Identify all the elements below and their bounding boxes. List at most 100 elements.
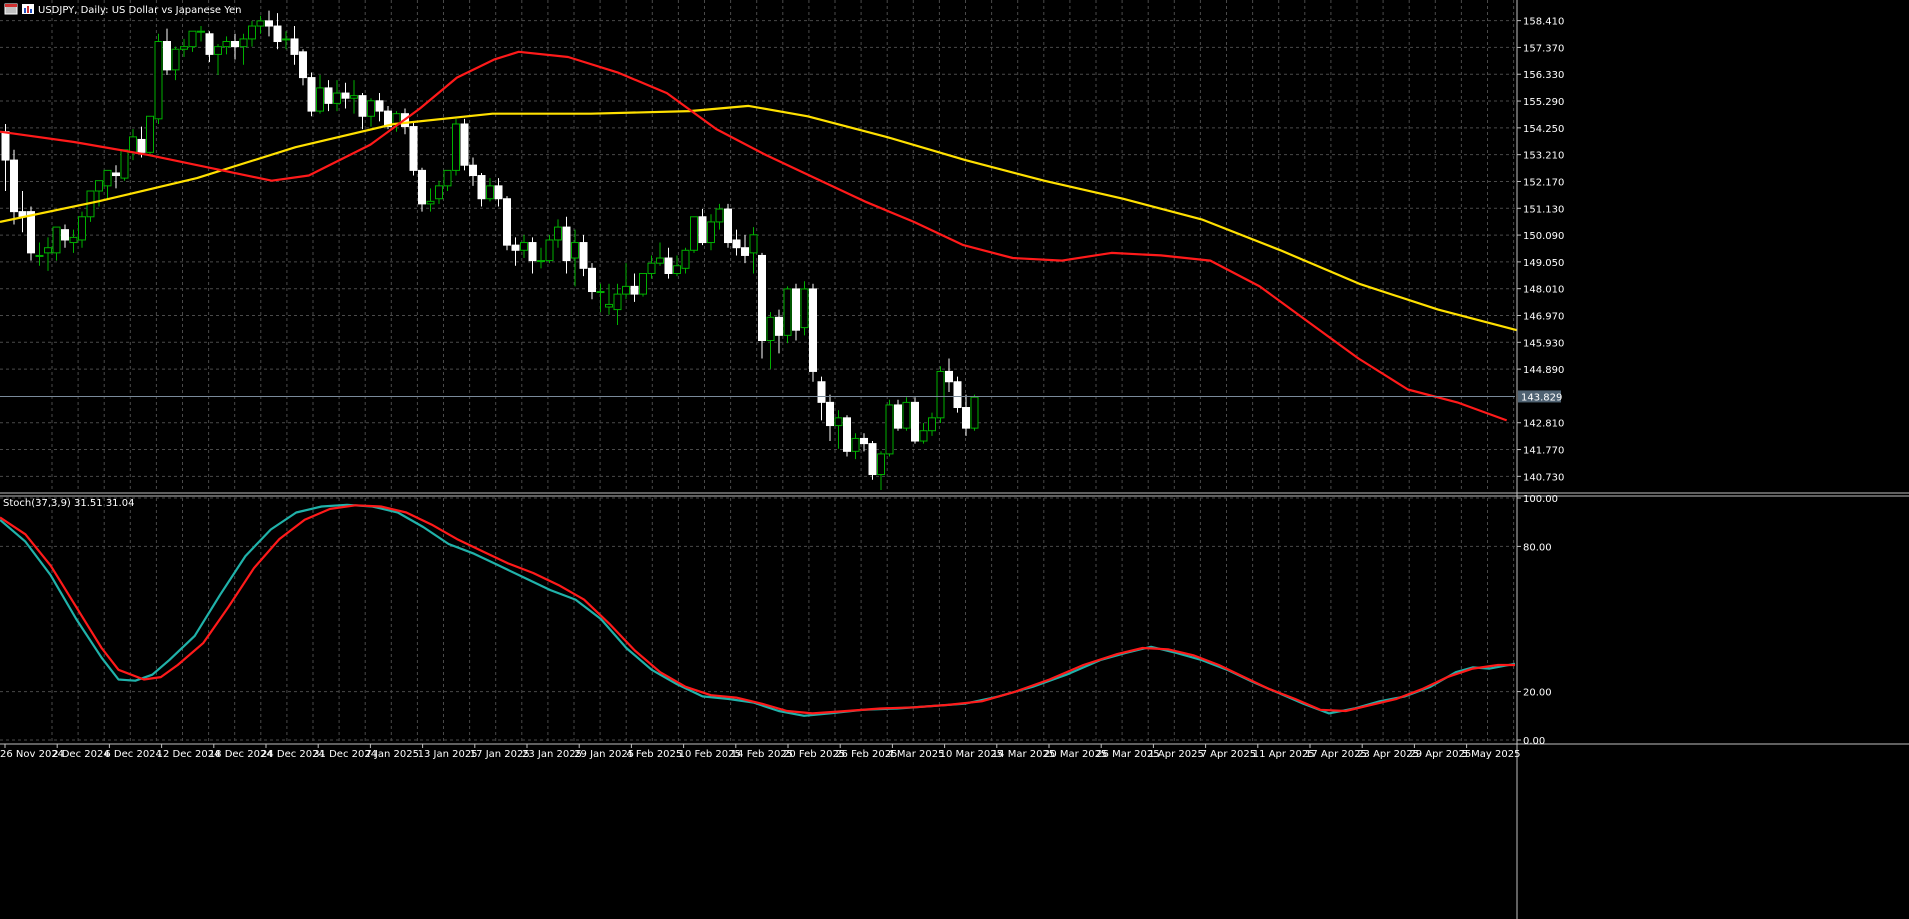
candle-body — [112, 172, 120, 177]
candle — [52, 226, 61, 261]
candle — [613, 283, 622, 326]
candle-body — [384, 110, 392, 128]
candle-body — [834, 417, 843, 427]
candle-body — [299, 51, 307, 79]
candle — [630, 273, 639, 302]
candle — [868, 441, 877, 480]
chart-window-icon[interactable] — [4, 3, 18, 15]
candle-body — [970, 396, 979, 429]
candle — [936, 366, 945, 423]
candle — [792, 283, 800, 341]
candle — [911, 397, 919, 444]
candle-body — [503, 198, 511, 246]
candle — [443, 169, 452, 192]
time-tick-label: 4 Feb 2025 — [626, 749, 682, 760]
candle-body — [426, 200, 435, 205]
candle — [222, 36, 231, 55]
time-tick-label: 29 Apr 2025 — [1409, 749, 1471, 760]
candle-body — [571, 242, 579, 259]
candle — [588, 263, 596, 300]
chart-bars-icon[interactable] — [22, 4, 34, 14]
candle-body — [460, 123, 469, 166]
candle — [503, 196, 511, 251]
stoch-tick-label: 80.00 — [1523, 542, 1552, 553]
candle-body — [248, 25, 256, 40]
price-panel[interactable]: 143.829 — [0, 10, 1562, 490]
candle — [775, 309, 783, 354]
time-tick-label: 11 Apr 2025 — [1253, 749, 1315, 760]
price-tick-label: 155.290 — [1523, 97, 1564, 108]
price-tick-label: 145.930 — [1523, 338, 1564, 349]
candle-body — [783, 288, 792, 336]
candle — [282, 31, 290, 50]
candle-body — [715, 208, 724, 223]
candle-body — [528, 242, 537, 262]
candle — [180, 38, 188, 57]
candle-body — [579, 242, 588, 269]
candle-body — [163, 41, 171, 71]
time-tick-label: 31 Dec 2024 — [313, 749, 377, 760]
candle-body — [486, 185, 494, 200]
candle-body — [69, 236, 78, 244]
candle-body — [171, 48, 180, 71]
candle — [44, 237, 52, 271]
candle — [741, 234, 749, 264]
candle — [511, 237, 520, 266]
candle — [146, 115, 154, 155]
candle-body — [231, 41, 239, 48]
candle — [10, 149, 18, 225]
candle-body — [766, 316, 775, 342]
candle-body — [868, 443, 877, 476]
candle — [409, 121, 418, 176]
candle-body — [146, 115, 154, 153]
candle-body — [545, 239, 554, 262]
candle-body — [316, 87, 324, 112]
candle — [426, 188, 435, 212]
candle-body — [350, 95, 358, 99]
candle-body — [843, 417, 851, 452]
candle — [554, 219, 562, 248]
candle-body — [809, 288, 817, 372]
candle — [622, 263, 630, 300]
candle-body — [452, 123, 460, 171]
price-tick-label: 142.810 — [1523, 419, 1564, 430]
candle-body — [341, 92, 350, 99]
candle-body — [375, 100, 384, 112]
candle — [928, 412, 936, 436]
candle-body — [792, 288, 800, 331]
candle-body — [724, 208, 732, 244]
price-tick-label: 153.210 — [1523, 151, 1564, 162]
candle-body — [928, 417, 936, 432]
candle-body — [52, 226, 61, 254]
candle — [732, 229, 741, 256]
stochastic-panel[interactable]: Stoch(37,3,9) 31.51 31.04 — [0, 498, 1516, 717]
price-tick-label: 157.370 — [1523, 43, 1564, 54]
candle — [715, 203, 724, 230]
time-tick-label: 23 Jan 2025 — [522, 749, 582, 760]
candle-body — [894, 404, 902, 429]
candle — [681, 247, 690, 274]
time-tick-label: 17 Apr 2025 — [1305, 749, 1367, 760]
time-tick-label: 5 May 2025 — [1462, 749, 1521, 760]
candle-body — [605, 303, 613, 308]
candle — [605, 283, 613, 315]
candle-body — [358, 95, 367, 117]
candle-body — [800, 288, 809, 329]
candle-body — [418, 169, 426, 205]
candle — [265, 10, 273, 37]
candle — [919, 422, 928, 444]
candle — [171, 46, 180, 81]
candle — [350, 80, 358, 114]
candle-body — [27, 211, 35, 254]
candle-body — [885, 404, 894, 455]
time-tick-label: 23 Apr 2025 — [1357, 749, 1419, 760]
candle — [324, 80, 333, 112]
chart-title: USDJPY, Daily: US Dollar vs Japanese Yen — [38, 5, 242, 16]
candle — [639, 272, 647, 297]
candle — [690, 216, 698, 253]
candle-body — [511, 244, 520, 251]
candle-body — [78, 216, 86, 241]
candle-body — [673, 265, 681, 274]
candle-body — [409, 126, 418, 171]
